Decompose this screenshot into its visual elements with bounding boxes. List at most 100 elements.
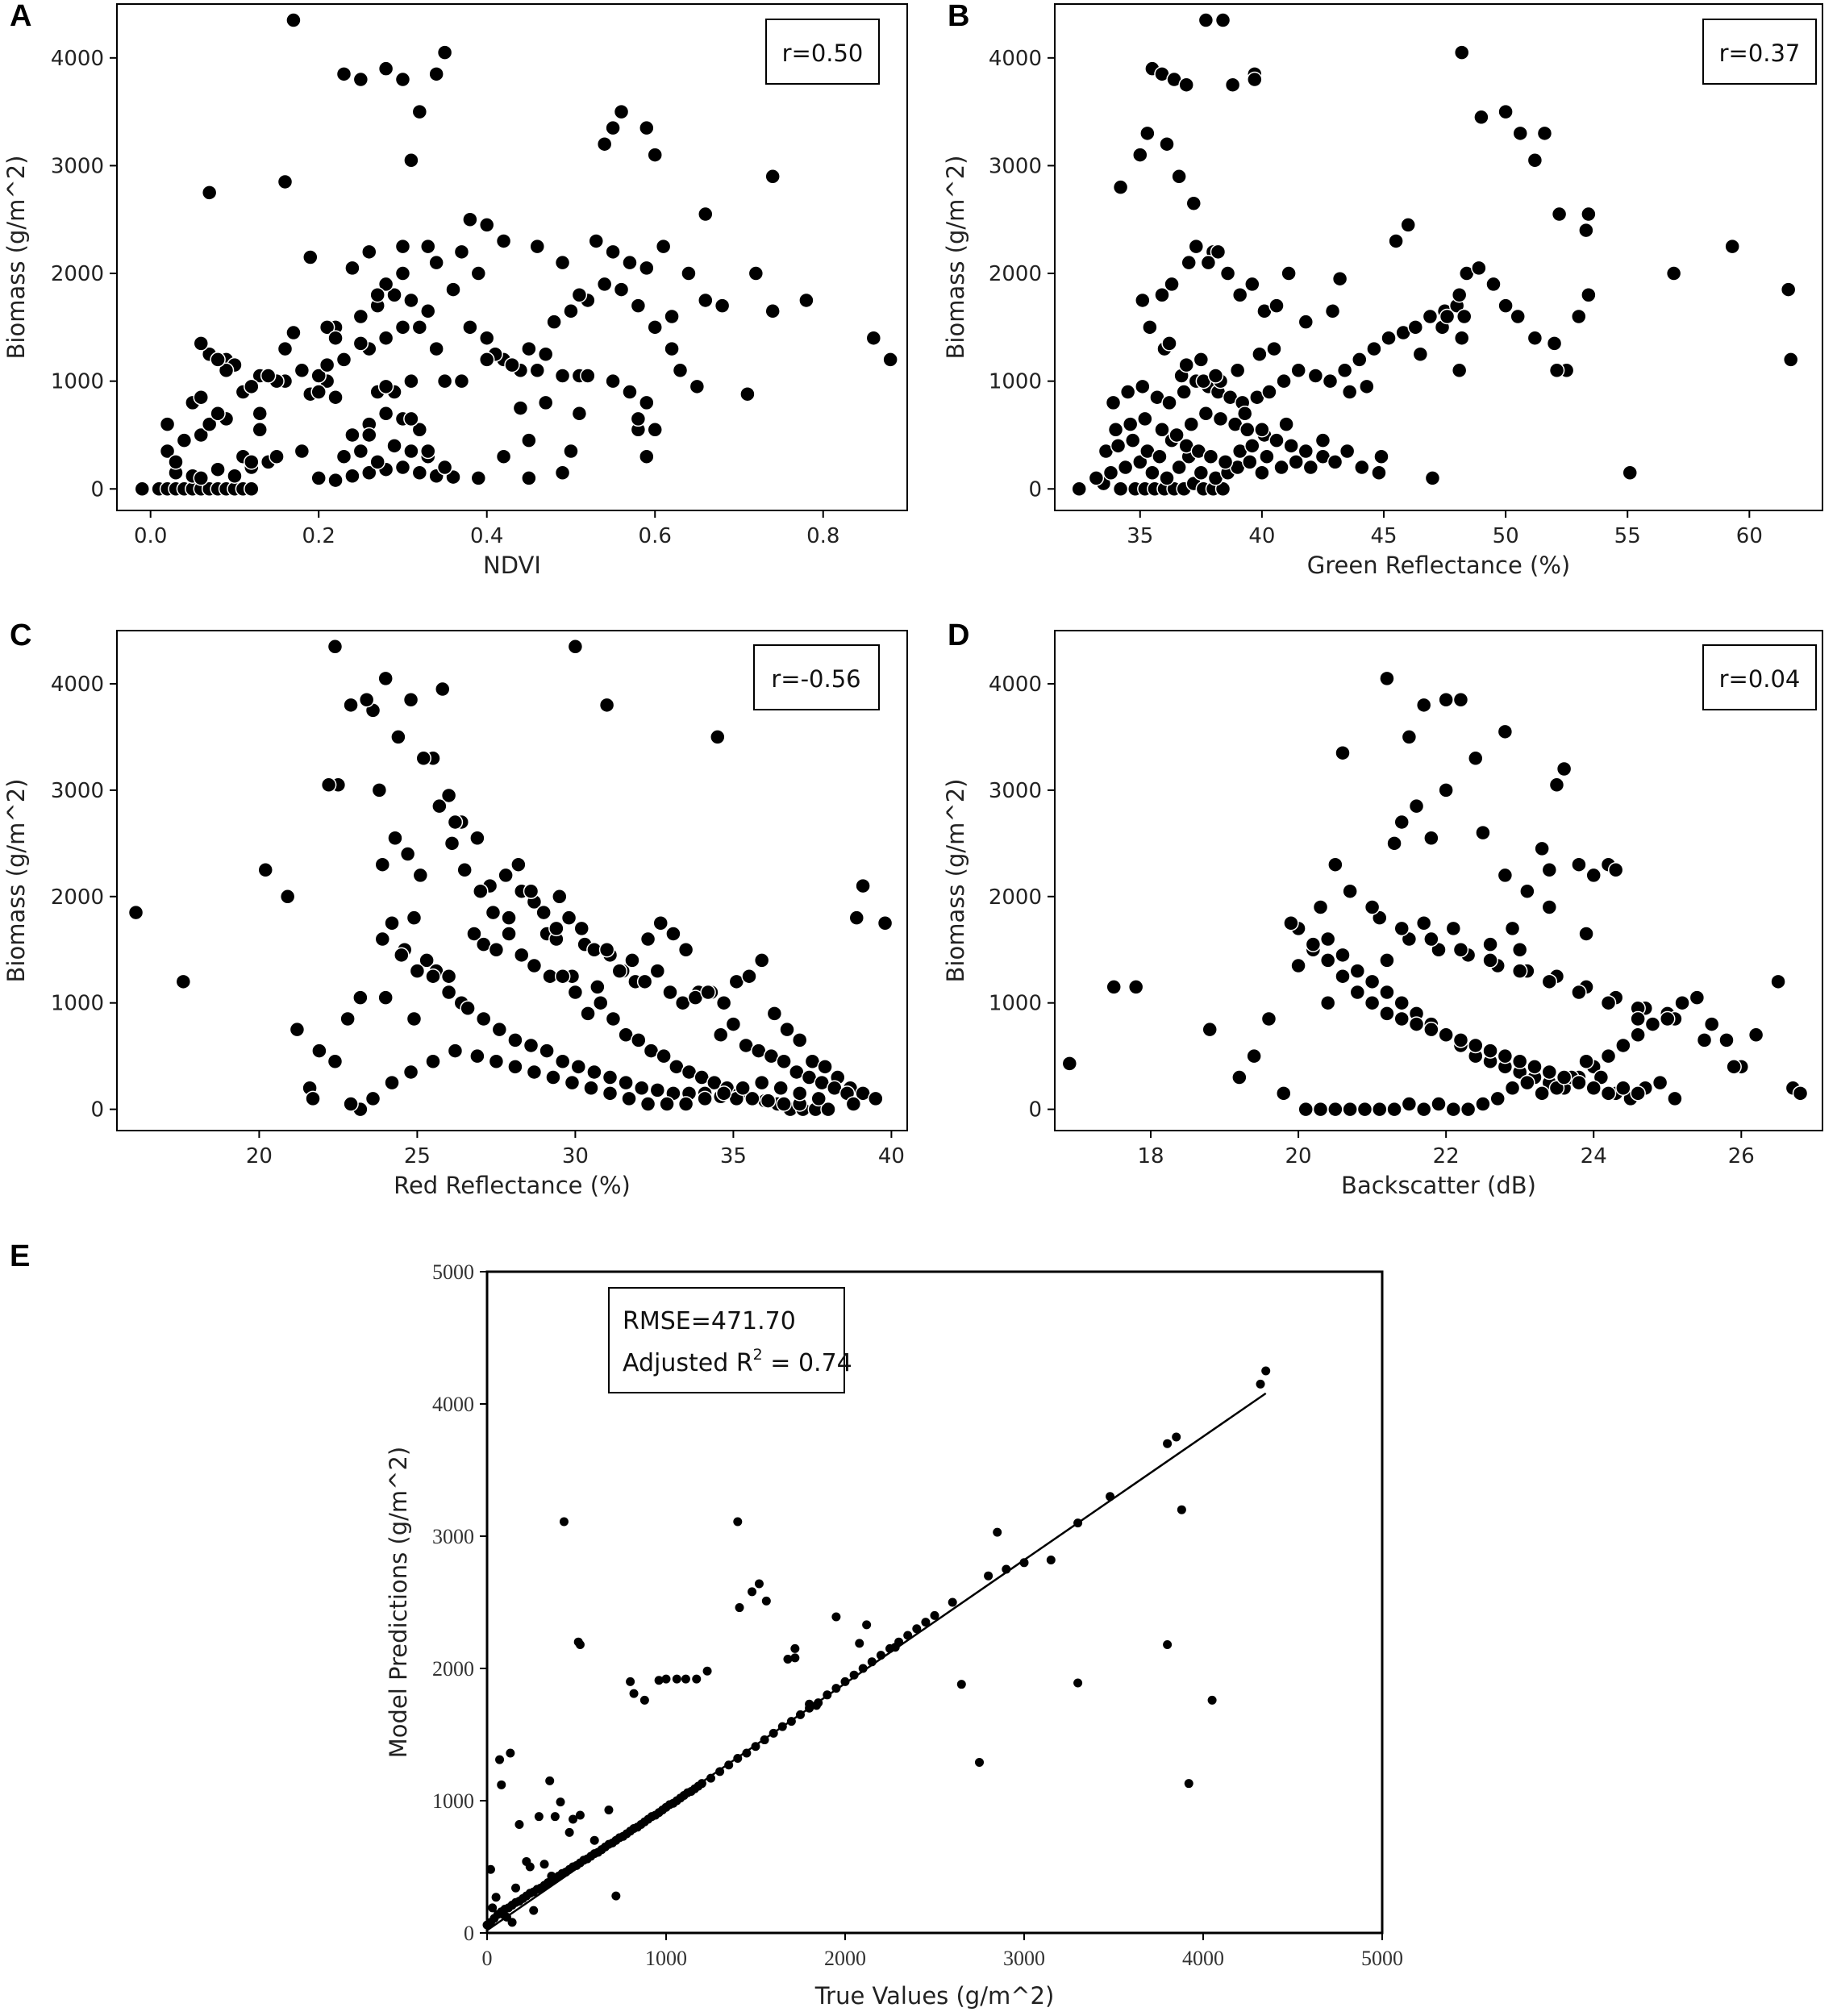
chart-c-point [390,729,406,745]
chart-e-xtick-label: 3000 [1003,1947,1045,1970]
chart-d-point [1556,1069,1572,1085]
chart-b-ylabel: Biomass (g/m^2) [942,156,969,360]
chart-d-point [1445,1101,1462,1118]
chart-d-point [1364,994,1381,1011]
chart-e-point [661,1674,671,1684]
chart-c-xtick-label: 30 [562,1144,589,1168]
chart-a-point [218,362,235,379]
chart-a-point [310,384,327,400]
chart-c-point [501,926,517,942]
chart-d-point [1431,1096,1447,1112]
chart-b-point [1171,459,1187,476]
chart-a-point [201,185,218,201]
chart-d-point [1283,915,1299,931]
chart-e-point [715,1767,725,1776]
chart-e-point [735,1603,744,1613]
chart-b-point [1724,238,1740,255]
chart-b-ytick-label: 0 [1028,477,1042,502]
chart-d-point [1630,1027,1646,1043]
chart-b-panel-label: B [948,0,969,33]
chart-a-annotation-box [765,19,880,85]
chart-b-point [1665,265,1682,281]
chart-b-xtick-label: 60 [1736,524,1763,548]
chart-d-point [1305,936,1322,952]
chart-b-point [1107,422,1124,438]
chart-e-point [790,1643,800,1653]
chart-c-point [526,957,543,974]
chart-c-point [624,952,640,968]
chart-d-point [1335,947,1351,964]
chart-a-point [244,481,260,498]
chart-e-point [751,1742,760,1752]
chart-a-point [244,454,260,470]
chart-a-ytick-label: 1000 [51,370,104,394]
chart-b-point [1307,368,1324,384]
chart-b-point [1224,77,1241,93]
chart-a-point [462,211,478,227]
chart-c-point [548,920,564,937]
chart-a-point [495,448,512,464]
chart-d-point [1260,1010,1277,1027]
chart-a-point [269,448,285,464]
chart-a-point [285,324,302,341]
chart-c-point [700,984,716,1001]
chart-e-point [855,1639,864,1648]
chart-d-ylabel: Biomass (g/m^2) [942,779,969,983]
chart-a-point [698,292,714,309]
chart-e-point [811,1701,821,1710]
chart-c-point [444,835,460,852]
chart-b-ytick-label: 3000 [989,154,1042,178]
chart-d-point [1460,1101,1477,1118]
chart-a-ytick-label: 0 [90,477,104,502]
chart-b-point [1112,179,1129,195]
chart-b-point [1266,340,1282,357]
chart-b-point [1159,470,1175,486]
chart-e-point [569,1814,578,1824]
chart-c-point [409,963,426,979]
chart-d-xtick-label: 18 [1137,1144,1164,1168]
chart-d-point [1792,1085,1809,1102]
chart-a-point [647,319,663,335]
chart-b-point [1188,238,1205,255]
chart-e-point [1046,1556,1056,1565]
chart-e-point [823,1690,832,1700]
chart-c-point [656,1048,672,1064]
chart-d-point [1660,1010,1676,1027]
chart-b-point [1276,373,1292,389]
chart-a-point [319,319,335,335]
chart-e-frame [485,1270,1384,1935]
chart-b-point [1288,454,1304,470]
chart-a-ylabel: Biomass (g/m^2) [2,156,30,360]
chart-b-point [1198,405,1214,422]
chart-d-point [1327,1101,1343,1118]
chart-d-point [1534,1085,1550,1102]
chart-d-point [1393,814,1410,831]
chart-b-point [1259,448,1275,464]
chart-c-point [406,1010,423,1027]
chart-c-point [633,1080,650,1096]
chart-c-point [343,1096,359,1112]
chart-e-point [495,1755,505,1764]
chart-c-point [820,1101,836,1118]
chart-a-point [764,169,781,185]
chart-a-point [554,254,571,271]
chart-b-point [1252,346,1268,363]
chart-b-point [1352,352,1368,368]
chart-c-xtick-label: 40 [878,1144,905,1168]
chart-a-point [529,362,546,379]
chart-b-point [1210,244,1227,260]
chart-b-point [1112,481,1129,498]
chart-e-point [1256,1379,1265,1389]
chart-e-point [831,1684,841,1693]
chart-d-point [1401,1096,1418,1112]
chart-b-point [1183,416,1199,432]
chart-c-point [399,846,416,862]
chart-c-point [374,931,391,948]
chart-c-point [712,1027,729,1043]
chart-a-point [369,287,385,303]
chart-c-point [279,889,296,905]
chart-d-xtick-label: 22 [1433,1144,1460,1168]
chart-b-point [1202,448,1219,464]
chart-b-point [1261,384,1277,400]
chart-a-point [647,147,663,163]
